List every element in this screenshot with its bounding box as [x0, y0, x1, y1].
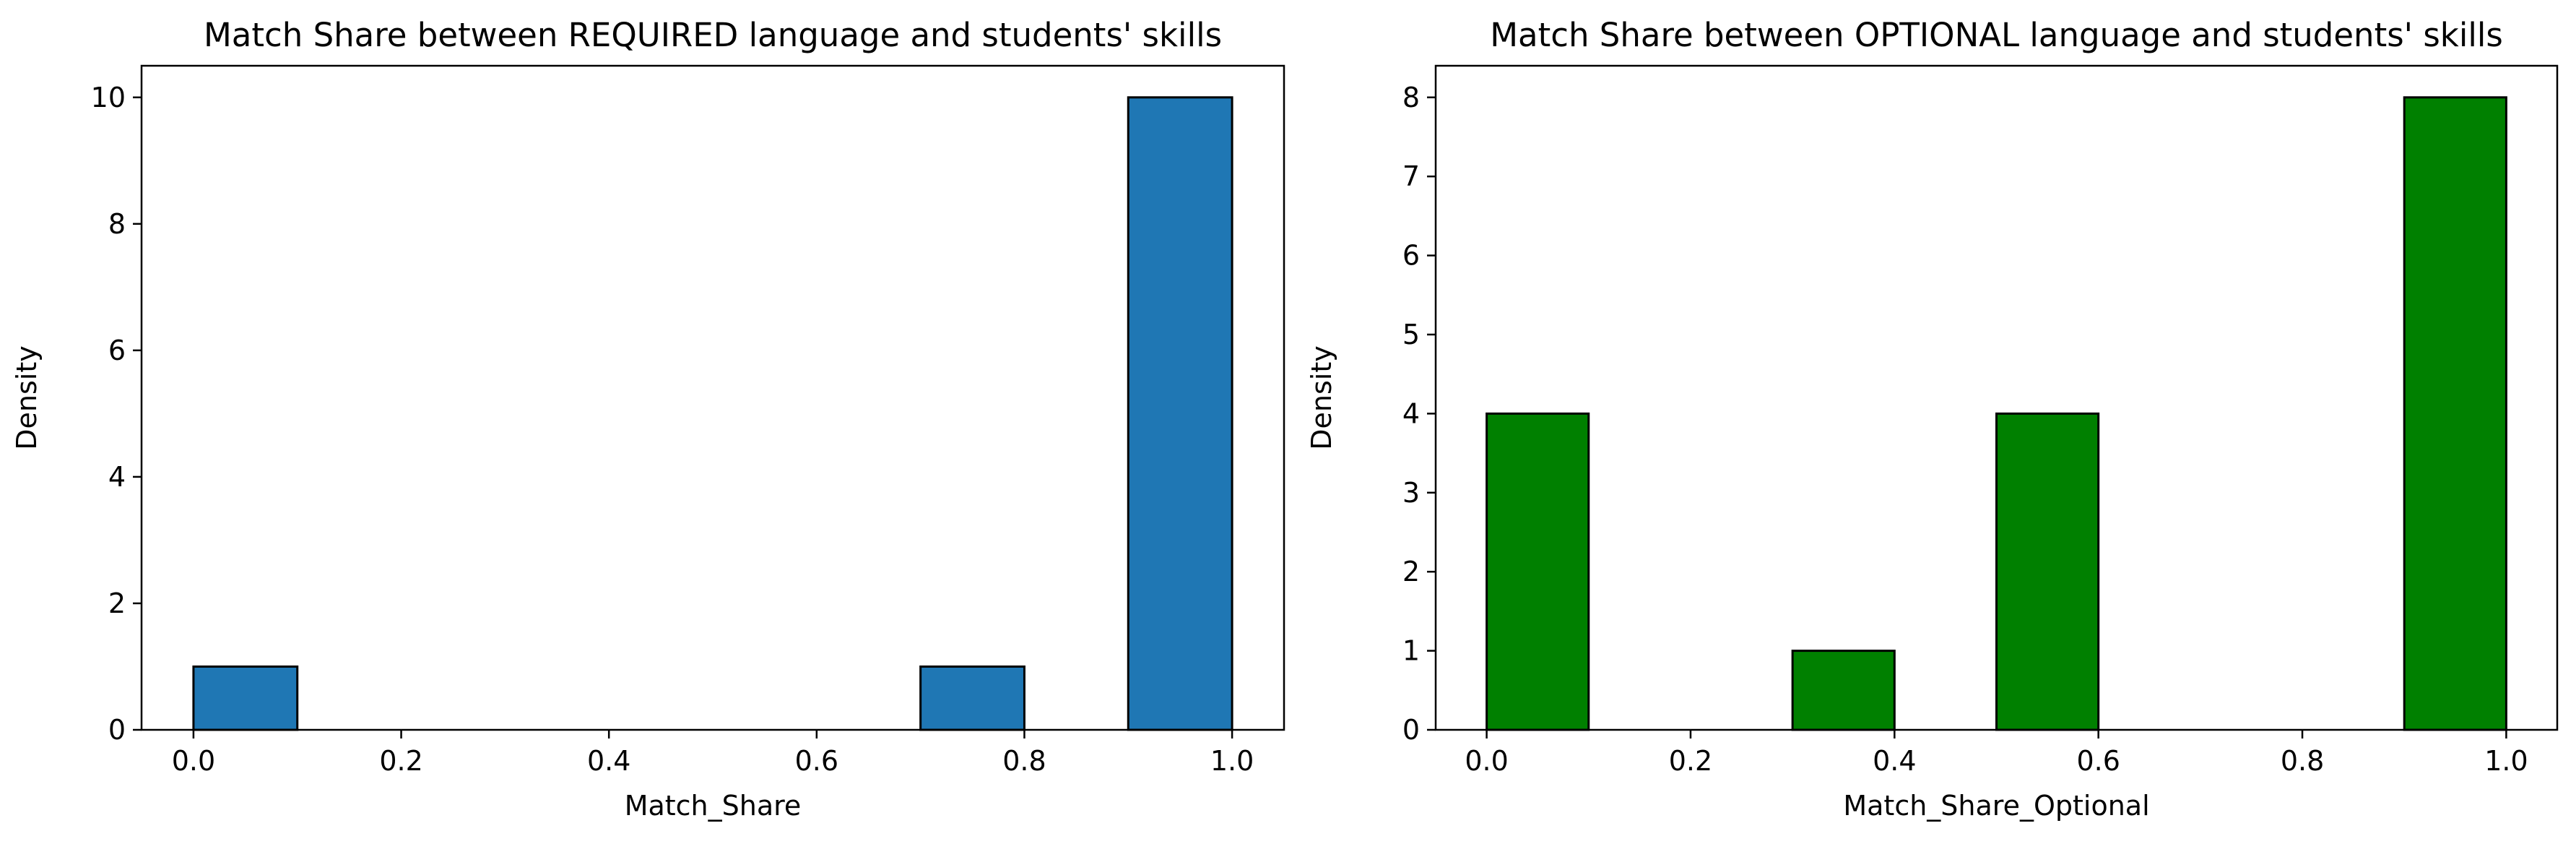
y-tick-label: 10: [91, 82, 126, 113]
y-tick-label: 6: [108, 335, 126, 366]
x-tick-label: 0.6: [2076, 745, 2120, 777]
histogram-bar: [1486, 412, 1590, 731]
histogram-bar: [919, 665, 1025, 731]
y-tick-label: 7: [1402, 160, 1420, 192]
y-tick-label: 3: [1402, 477, 1420, 509]
y-tick-label: 4: [108, 461, 126, 493]
x-axis-label: Match_Share_Optional: [1843, 790, 2149, 822]
x-tick-label: 0.4: [587, 745, 630, 777]
x-tick-label: 0.6: [795, 745, 838, 777]
x-axis-label: Match_Share: [625, 790, 802, 822]
x-tick-label: 0.8: [2281, 745, 2324, 777]
y-tick-label: 8: [108, 208, 126, 240]
chart-panel-1: 0.0 0.2 0.4 0.6 0.8 1.0 0 2 4 6 8 10 Match Share bet…: [11, 16, 1285, 822]
x-tick-label: 0.0: [172, 745, 215, 777]
chart-panel-2: 0.0 0.2 0.4 0.6 0.8 1.0 0 1 2 3 4 5 6 7 8 Match Share b…: [1306, 16, 2559, 822]
histogram-bar: [1995, 412, 2100, 731]
y-tick-label: 2: [1402, 556, 1420, 587]
chart-title: Match Share between OPTIONAL language an…: [1490, 16, 2503, 54]
x-tick-label: 0.8: [1002, 745, 1046, 777]
plot-frame: [1434, 64, 2559, 731]
y-tick-label: 5: [1402, 319, 1420, 350]
y-tick-label: 1: [1402, 635, 1420, 667]
histogram-bar: [192, 665, 299, 731]
plot-frame: [140, 64, 1285, 731]
y-tick-label: 0: [108, 714, 126, 746]
y-tick-label: 0: [1402, 714, 1420, 746]
y-tick-label: 8: [1402, 82, 1420, 113]
y-tick-label: 2: [108, 587, 126, 619]
y-axis-label: Density: [11, 345, 43, 449]
x-tick-label: 1.0: [1210, 745, 1254, 777]
y-tick-label: 4: [1402, 397, 1420, 429]
chart-title: Match Share between REQUIRED language an…: [204, 16, 1222, 54]
x-tick-label: 0.2: [379, 745, 422, 777]
histogram-bar: [2403, 96, 2507, 731]
x-tick-label: 0.4: [1873, 745, 1916, 777]
histogram-bar: [1127, 96, 1233, 731]
x-tick-label: 0.2: [1669, 745, 1712, 777]
y-axis-label: Density: [1306, 345, 1337, 449]
x-tick-label: 0.0: [1465, 745, 1508, 777]
y-tick-label: 6: [1402, 240, 1420, 272]
x-tick-label: 1.0: [2484, 745, 2528, 777]
histogram-bar: [1791, 650, 1896, 731]
